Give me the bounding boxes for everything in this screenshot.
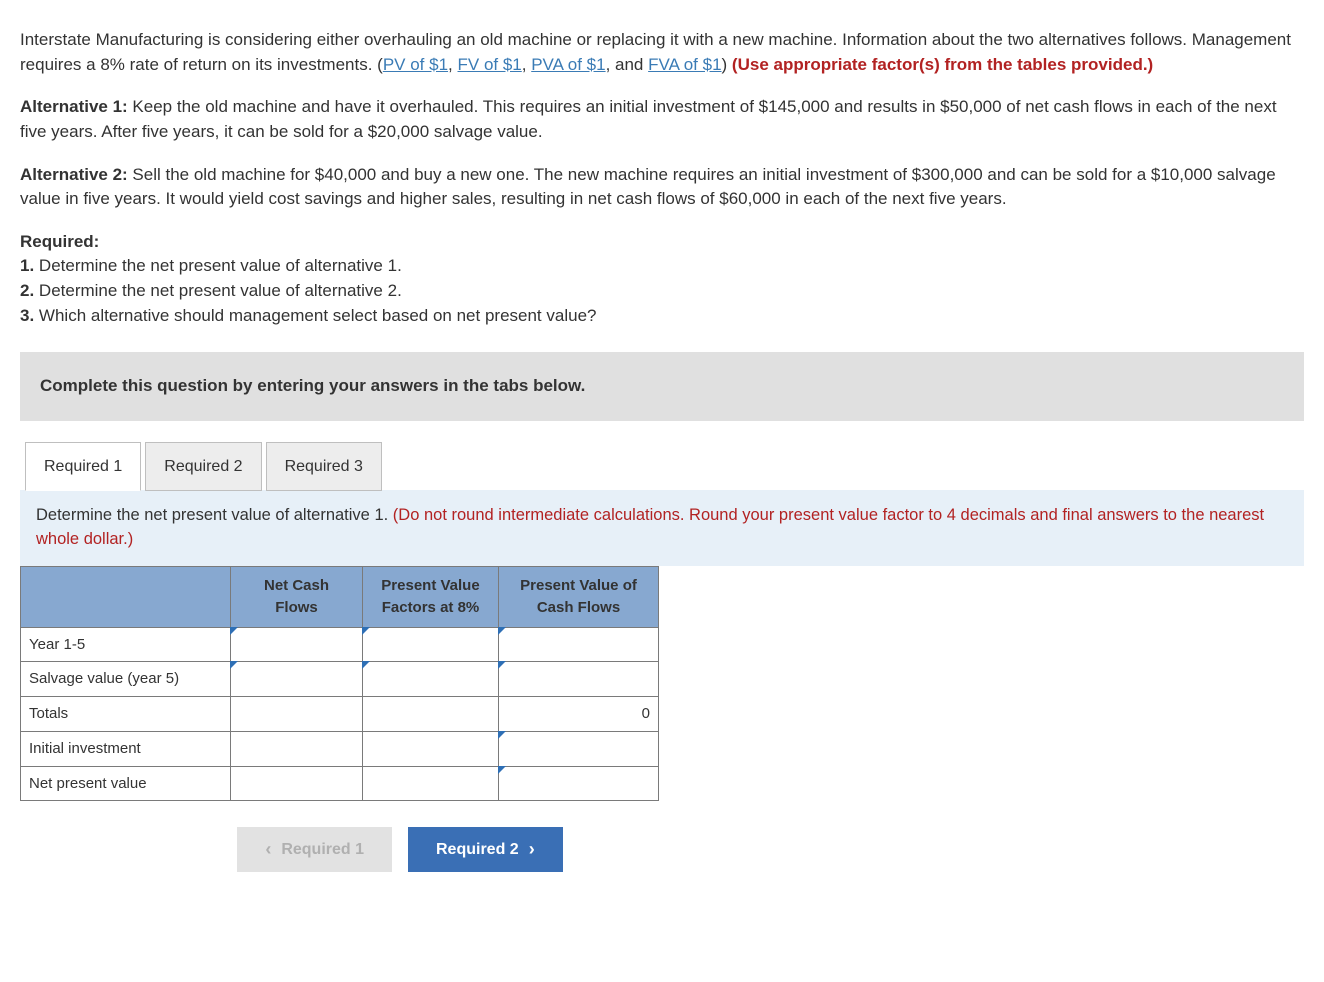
complete-banner: Complete this question by entering your … (20, 352, 1304, 421)
required-item-1: 1. Determine the net present value of al… (20, 254, 1304, 279)
pva-link[interactable]: PVA of $1 (531, 55, 605, 74)
alt2-label: Alternative 2: (20, 165, 128, 184)
prev-button: ‹ Required 1 (237, 827, 392, 872)
chevron-left-icon: ‹ (265, 839, 271, 860)
header-pv-factors: Present Value Factors at 8% (363, 567, 499, 628)
required-heading: Required: (20, 230, 1304, 255)
alt2-text: Sell the old machine for $40,000 and buy… (20, 165, 1276, 209)
fva-link[interactable]: FVA of $1 (648, 55, 721, 74)
cell-initial-pvf (363, 731, 499, 766)
required-item-2: 2. Determine the net present value of al… (20, 279, 1304, 304)
alternative-2-paragraph: Alternative 2: Sell the old machine for … (20, 163, 1304, 212)
cell-year15-ncf[interactable] (231, 627, 363, 662)
prev-button-label: Required 1 (281, 841, 364, 859)
row-npv-label: Net present value (21, 766, 231, 801)
row-salvage-label: Salvage value (year 5) (21, 662, 231, 697)
tab-bar: Required 1 Required 2 Required 3 (20, 441, 1304, 490)
tab-required-3[interactable]: Required 3 (266, 442, 382, 491)
cell-salvage-pvf[interactable] (363, 662, 499, 697)
intro-red-note: (Use appropriate factor(s) from the tabl… (732, 55, 1153, 74)
row-totals-label: Totals (21, 697, 231, 732)
tab-required-1[interactable]: Required 1 (25, 442, 141, 491)
alt1-text: Keep the old machine and have it overhau… (20, 97, 1277, 141)
next-button[interactable]: Required 2 › (408, 827, 563, 872)
instruction-text: Determine the net present value of alter… (36, 506, 393, 524)
nav-buttons: ‹ Required 1 Required 2 › (170, 827, 630, 872)
tab-required-2[interactable]: Required 2 (145, 442, 261, 491)
cell-npv-pvf (363, 766, 499, 801)
table-row: Totals 0 (21, 697, 659, 732)
pv-link[interactable]: PV of $1 (383, 55, 448, 74)
instruction-box: Determine the net present value of alter… (20, 490, 1304, 566)
cell-salvage-ncf[interactable] (231, 662, 363, 697)
npv-table: Net Cash Flows Present Value Factors at … (20, 566, 659, 801)
intro-paragraph: Interstate Manufacturing is considering … (20, 28, 1304, 77)
cell-initial-pvcf[interactable] (499, 731, 659, 766)
cell-totals-pvcf: 0 (499, 697, 659, 732)
fv-link[interactable]: FV of $1 (458, 55, 522, 74)
tab-panel: Determine the net present value of alter… (20, 490, 1304, 801)
alt1-label: Alternative 1: (20, 97, 128, 116)
table-row: Initial investment (21, 731, 659, 766)
cell-npv-ncf (231, 766, 363, 801)
next-button-label: Required 2 (436, 841, 519, 859)
header-pv-cash-flows: Present Value of Cash Flows (499, 567, 659, 628)
table-row: Net present value (21, 766, 659, 801)
cell-year15-pvcf[interactable] (499, 627, 659, 662)
row-year-1-5-label: Year 1-5 (21, 627, 231, 662)
table-row: Year 1-5 (21, 627, 659, 662)
row-initial-label: Initial investment (21, 731, 231, 766)
cell-initial-ncf (231, 731, 363, 766)
table-row: Salvage value (year 5) (21, 662, 659, 697)
alternative-1-paragraph: Alternative 1: Keep the old machine and … (20, 95, 1304, 144)
cell-npv-pvcf[interactable] (499, 766, 659, 801)
cell-year15-pvf[interactable] (363, 627, 499, 662)
cell-totals-pvf (363, 697, 499, 732)
required-item-3: 3. Which alternative should management s… (20, 304, 1304, 329)
header-blank (21, 567, 231, 628)
cell-salvage-pvcf[interactable] (499, 662, 659, 697)
required-list: Required: 1. Determine the net present v… (20, 230, 1304, 329)
cell-totals-ncf (231, 697, 363, 732)
header-net-cash-flows: Net Cash Flows (231, 567, 363, 628)
chevron-right-icon: › (529, 839, 535, 860)
